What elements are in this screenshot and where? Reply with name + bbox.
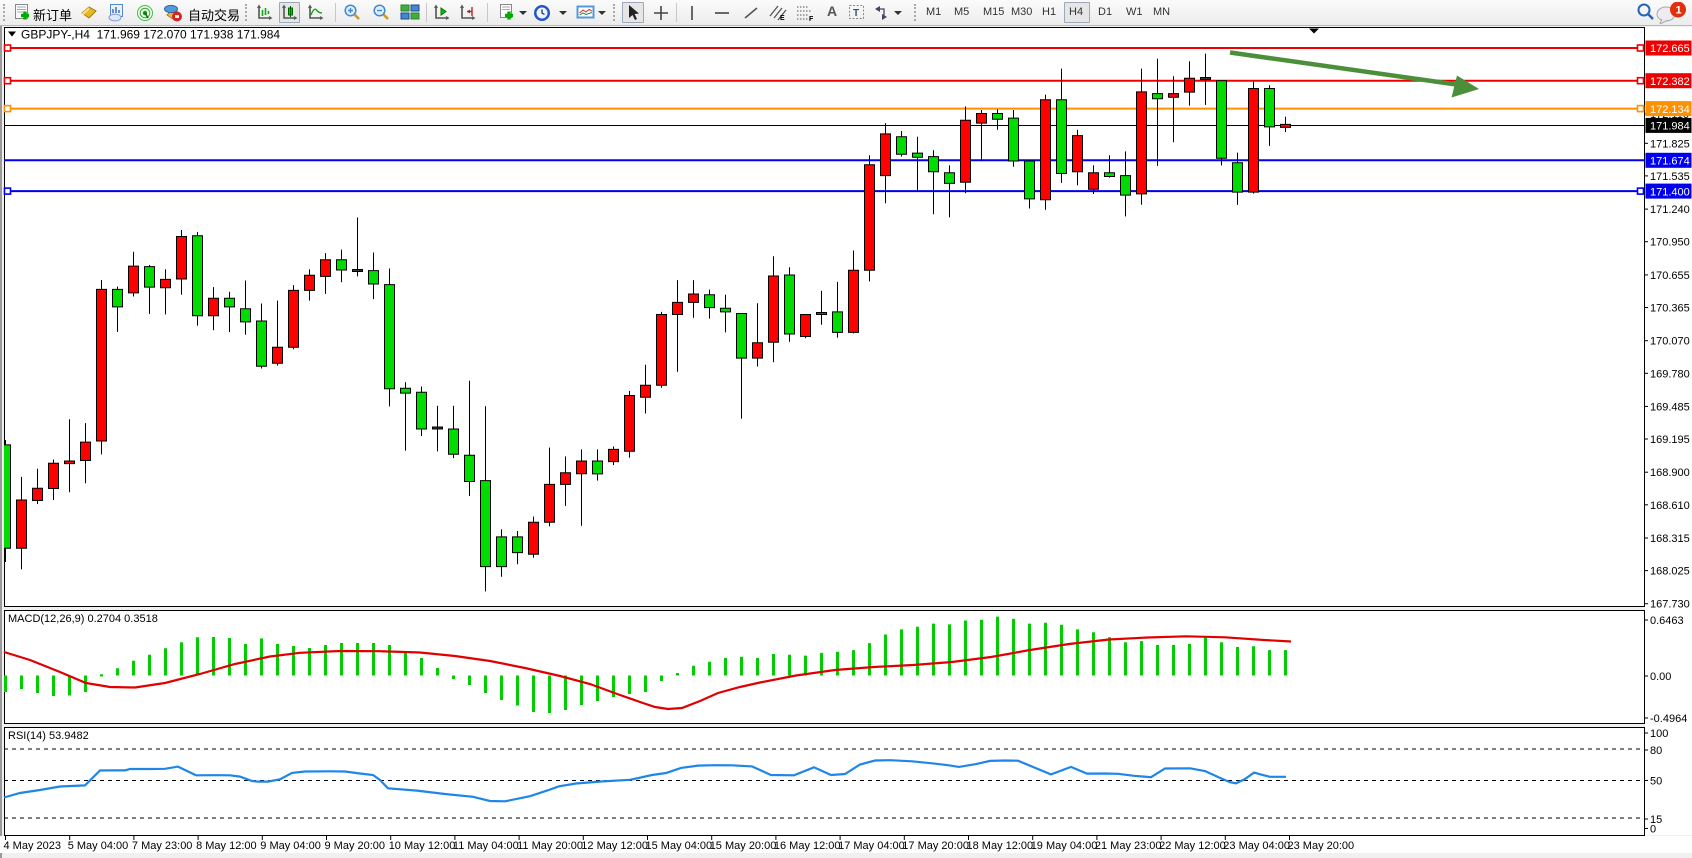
svg-text:MACD(12,26,9) 0.2704 0.3518: MACD(12,26,9) 0.2704 0.3518: [8, 613, 158, 625]
svg-text:167.730: 167.730: [1650, 599, 1690, 611]
svg-text:15 May 04:00: 15 May 04:00: [646, 840, 713, 852]
svg-text:15 May 20:00: 15 May 20:00: [710, 840, 777, 852]
svg-text:21 May 23:00: 21 May 23:00: [1095, 840, 1162, 852]
svg-text:22 May 12:00: 22 May 12:00: [1159, 840, 1226, 852]
svg-text:169.485: 169.485: [1650, 401, 1690, 413]
svg-text:80: 80: [1650, 745, 1662, 757]
svg-text:10 May 12:00: 10 May 12:00: [389, 840, 456, 852]
svg-text:168.025: 168.025: [1650, 566, 1690, 578]
svg-text:171.240: 171.240: [1650, 204, 1690, 216]
svg-text:11 May 20:00: 11 May 20:00: [517, 840, 583, 852]
svg-text:171.535: 171.535: [1650, 171, 1690, 183]
svg-text:172.665: 172.665: [1650, 43, 1690, 55]
svg-text:17 May 20:00: 17 May 20:00: [902, 840, 969, 852]
svg-text:GBPJPY-,H4 171.969 172.070 17: GBPJPY-,H4 171.969 172.070 171.938 171.9…: [21, 28, 280, 42]
svg-text:7 May 23:00: 7 May 23:00: [132, 840, 193, 852]
svg-text:171.984: 171.984: [1650, 121, 1690, 133]
svg-text:0.00: 0.00: [1650, 671, 1671, 683]
svg-text:8 May 12:00: 8 May 12:00: [196, 840, 257, 852]
svg-text:1: 1: [1676, 5, 1682, 17]
svg-text:16 May 12:00: 16 May 12:00: [774, 840, 841, 852]
svg-text:12 May 12:00: 12 May 12:00: [581, 840, 648, 852]
svg-text:23 May 04:00: 23 May 04:00: [1223, 840, 1290, 852]
svg-text:17 May 04:00: 17 May 04:00: [838, 840, 905, 852]
svg-text:170.365: 170.365: [1650, 303, 1690, 315]
svg-text:169.195: 169.195: [1650, 434, 1690, 446]
svg-text:172.134: 172.134: [1650, 104, 1690, 116]
svg-text:168.900: 168.900: [1650, 467, 1690, 479]
svg-text:170.950: 170.950: [1650, 237, 1690, 249]
svg-text:0: 0: [1650, 824, 1656, 836]
svg-text:23 May 20:00: 23 May 20:00: [1288, 840, 1355, 852]
svg-text:170.070: 170.070: [1650, 336, 1690, 348]
svg-text:4 May 2023: 4 May 2023: [4, 840, 61, 852]
svg-text:50: 50: [1650, 776, 1662, 788]
svg-text:168.610: 168.610: [1650, 500, 1690, 512]
svg-text:RSI(14) 53.9482: RSI(14) 53.9482: [8, 730, 89, 742]
svg-text:19 May 04:00: 19 May 04:00: [1031, 840, 1098, 852]
svg-text:9 May 04:00: 9 May 04:00: [260, 840, 321, 852]
svg-text:171.400: 171.400: [1650, 186, 1690, 198]
svg-text:11 May 04:00: 11 May 04:00: [453, 840, 519, 852]
svg-text:168.315: 168.315: [1650, 533, 1690, 545]
svg-text:171.674: 171.674: [1650, 156, 1690, 168]
svg-text:5 May 04:00: 5 May 04:00: [68, 840, 129, 852]
svg-text:172.382: 172.382: [1650, 76, 1690, 88]
svg-text:9 May 20:00: 9 May 20:00: [325, 840, 386, 852]
svg-text:F: F: [809, 16, 814, 22]
svg-text:15: 15: [1650, 814, 1662, 826]
svg-text:100: 100: [1650, 728, 1668, 740]
svg-text:0.6463: 0.6463: [1650, 615, 1684, 627]
svg-text:171.825: 171.825: [1650, 138, 1690, 150]
svg-text:170.655: 170.655: [1650, 270, 1690, 282]
svg-text:-0.4964: -0.4964: [1650, 713, 1687, 725]
svg-text:T: T: [853, 8, 859, 19]
svg-text:18 May 12:00: 18 May 12:00: [967, 840, 1034, 852]
svg-text:169.780: 169.780: [1650, 368, 1690, 380]
svg-text:E: E: [780, 15, 785, 22]
